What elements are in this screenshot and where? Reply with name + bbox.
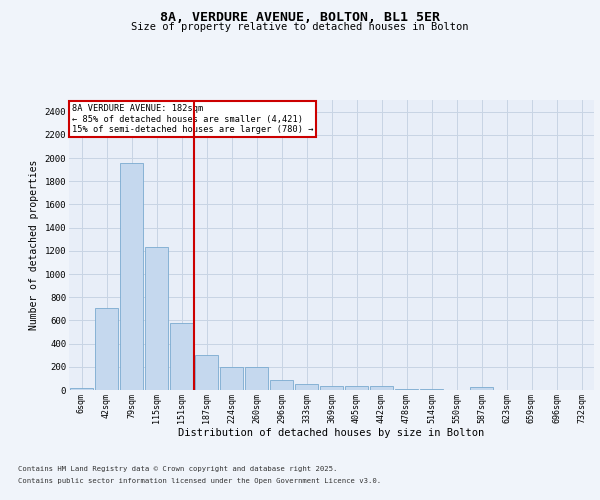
Bar: [95, 308, 118, 390]
Bar: [420, 389, 443, 390]
Text: 8A VERDURE AVENUE: 182sqm
← 85% of detached houses are smaller (4,421)
15% of se: 8A VERDURE AVENUE: 182sqm ← 85% of detac…: [71, 104, 313, 134]
Bar: [320, 386, 343, 390]
Bar: [220, 367, 243, 390]
Bar: [370, 386, 393, 390]
Bar: [395, 389, 418, 390]
X-axis label: Distribution of detached houses by size in Bolton: Distribution of detached houses by size …: [178, 428, 485, 438]
Bar: [145, 246, 168, 390]
Bar: [195, 354, 218, 390]
Bar: [345, 386, 368, 390]
Bar: [270, 380, 293, 390]
Bar: [170, 322, 193, 390]
Bar: [245, 367, 268, 390]
Text: Size of property relative to detached houses in Bolton: Size of property relative to detached ho…: [131, 22, 469, 32]
Bar: [70, 388, 93, 390]
Text: Contains HM Land Registry data © Crown copyright and database right 2025.: Contains HM Land Registry data © Crown c…: [18, 466, 337, 472]
Text: 8A, VERDURE AVENUE, BOLTON, BL1 5ER: 8A, VERDURE AVENUE, BOLTON, BL1 5ER: [160, 11, 440, 24]
Bar: [295, 384, 318, 390]
Bar: [120, 162, 143, 390]
Bar: [470, 387, 493, 390]
Text: Contains public sector information licensed under the Open Government Licence v3: Contains public sector information licen…: [18, 478, 381, 484]
Y-axis label: Number of detached properties: Number of detached properties: [29, 160, 39, 330]
